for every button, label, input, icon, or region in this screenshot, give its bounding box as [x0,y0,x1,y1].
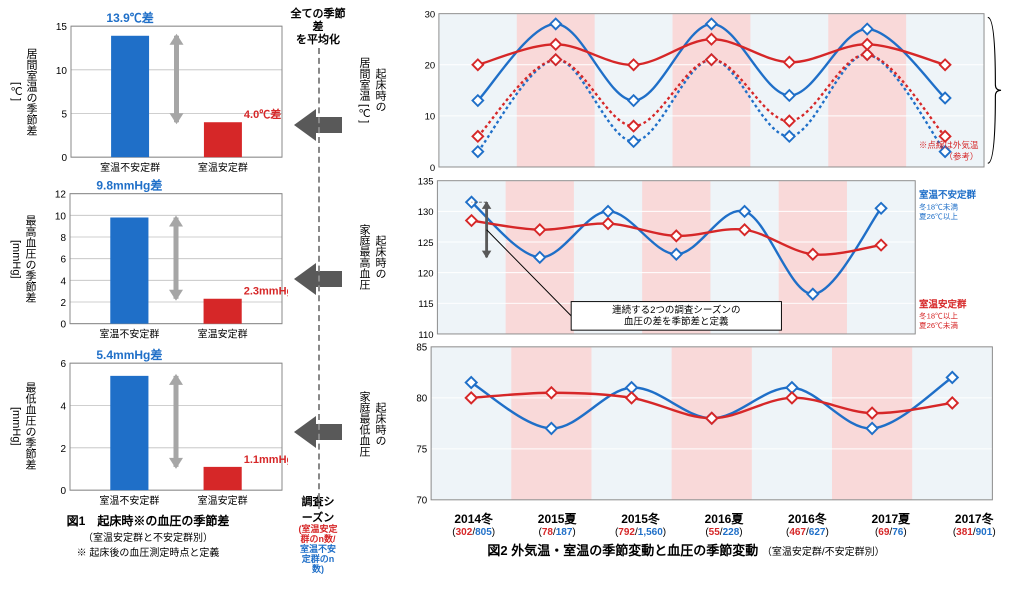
line3-svg: 70 75 80 85 [388,341,1016,506]
x-axis-cell: 2017冬(381/901) [933,510,1016,538]
svg-text:2: 2 [60,443,66,454]
lc1-yl-b: 居間室温 [℃] [358,57,370,123]
svg-text:70: 70 [416,496,427,506]
svg-text:室温安定群: 室温安定群 [198,328,248,341]
x-axis-cell: 2016夏(55/228) [682,510,765,538]
svg-text:血圧の差を季節差と定義: 血圧の差を季節差と定義 [624,315,729,327]
bar-chart-1: 居間室温の季節差[℃] 0 5 10 15 13.9℃差 4.0℃差室温不安定群 室温安定群 [8,8,288,175]
svg-text:13.9℃差: 13.9℃差 [106,10,153,25]
dashed-divider [318,48,320,509]
bar2-ylabel-b: [mmHg] [10,240,22,279]
svg-text:2: 2 [60,298,66,309]
bar1-ylabel-a: 居間室温の季節差 [25,48,37,136]
x-axis-cell: 2016冬(467/627) [766,510,849,538]
bar3-ylabel-b: [mmHg] [10,407,22,446]
svg-text:室温不安定群: 室温不安定群 [100,161,160,174]
bar3-svg: 0 2 4 6 5.4mmHg差 1.1mmHg差室温不安定群 室温安定群 [40,343,288,510]
svg-text:室温不安定群: 室温不安定群 [99,328,159,341]
fig1-caption: 図1 起床時※の血圧の季節差 （室温安定群と不安定群別） ※ 起床後の血圧測定時… [8,512,288,559]
mid-column: 全ての季節差 を平均化 調査シーズン (室温安定群のn数/室温不安定群のn数) [288,8,348,559]
svg-text:6: 6 [60,255,66,266]
svg-text:30: 30 [425,9,436,20]
bar-chart-2: 最高血圧の季節差[mmHg] 0 2 4 6 8 10 12 9.8mmHg差 2.3mmHg差… [8,175,288,342]
svg-text:80: 80 [416,394,427,405]
avg-label: 全ての季節差 を平均化 [288,8,348,48]
survey-sub-a: (室温安定群のn数/ [299,524,338,544]
fig2-caption-sub: （室温安定群/不安定群別） [762,547,885,558]
fig1-caption-text: 図1 起床時※の血圧の季節差 [67,514,230,528]
bar2-ylabel-a: 最高血圧の季節差 [24,215,36,303]
lc2-yl-a: 起床時の [374,235,386,279]
svg-text:120: 120 [418,268,434,279]
bar1-ylabel-b: [℃] [10,82,22,101]
svg-text:0: 0 [60,486,66,497]
svg-text:6: 6 [60,359,66,370]
svg-text:冬18℃以上: 冬18℃以上 [919,310,958,320]
svg-text:9.8mmHg差: 9.8mmHg差 [96,178,162,193]
left-column: 居間室温の季節差[℃] 05101513.9℃差4.0℃差室温不安定群室温安定群… [8,8,288,559]
line-chart-1: 起床時の居間室温 [℃] 0 10 20 30 ※点線は外気温（参考） [356,8,1016,173]
svg-text:0: 0 [60,320,66,331]
svg-text:（参考）: （参考） [944,151,978,161]
x-axis-cell: 2015冬(792/1,560) [599,510,682,538]
x-axis-cell: 2014冬(302/805) [432,510,515,538]
svg-text:1.1mmHg差: 1.1mmHg差 [244,452,288,466]
svg-text:室温不安定群: 室温不安定群 [919,189,977,201]
bar-chart-3: 最低血圧の季節差[mmHg] 0 2 4 6 5.4mmHg差 1.1mmHg差室温不安定… [8,343,288,510]
bar2-svg: 0 2 4 6 8 10 12 9.8mmHg差 2.3mmHg差室温不安定群 室温安定群 [40,175,288,342]
svg-text:5.4mmHg差: 5.4mmHg差 [96,347,162,362]
avg-label-a: 全ての季節差 [291,8,346,33]
svg-text:室温安定群: 室温安定群 [198,494,248,507]
svg-text:130: 130 [418,207,434,218]
line1-svg: 0 10 20 30 ※点線は外気温（参考） [388,8,1016,173]
svg-text:10: 10 [55,212,67,223]
fig1-caption-sub2: ※ 起床後の血圧測定時点と定義 [77,548,220,559]
svg-text:室温不安定群: 室温不安定群 [99,494,159,507]
svg-text:125: 125 [418,237,434,248]
svg-text:20: 20 [425,61,436,72]
svg-text:10: 10 [425,112,436,123]
svg-text:12: 12 [55,190,67,201]
bar1-svg: 0 5 10 15 13.9℃差 4.0℃差室温不安定群 室温安定群 [41,8,288,175]
fig2-caption: 図2 外気温・室温の季節変動と血圧の季節変動 （室温安定群/不安定群別） [356,540,1016,559]
svg-text:135: 135 [418,176,434,187]
svg-text:連続する2つの調査シーズンの: 連続する2つの調査シーズンの [612,304,740,316]
x-axis-row: 2014冬(302/805)2015夏(78/187)2015冬(792/1,5… [356,510,1016,538]
line-chart-2: 起床時の家庭最高血圧 110 115 120 125 130 135 室温不安定群冬18℃未… [356,175,1016,340]
x-axis-cell: 2015夏(78/187) [515,510,598,538]
svg-text:8: 8 [60,233,66,244]
svg-text:※点線は外気温: ※点線は外気温 [919,140,979,150]
fig1-caption-sub1: （室温安定群と不安定群別） [83,533,213,544]
svg-text:110: 110 [418,329,433,339]
svg-text:室温安定群: 室温安定群 [919,298,967,310]
svg-text:室温安定群: 室温安定群 [198,161,248,174]
svg-text:夏26℃未満: 夏26℃未満 [919,320,958,330]
lc2-yl-b: 家庭最高血圧 [358,224,370,290]
svg-text:85: 85 [416,343,427,354]
survey-sub-b: 室温不安定群のn数) [300,544,336,574]
svg-text:115: 115 [418,299,433,310]
svg-text:4: 4 [60,401,66,412]
lc1-yl-a: 起床時の [374,68,386,112]
svg-text:15: 15 [56,22,68,33]
svg-text:2.3mmHg差: 2.3mmHg差 [244,284,288,298]
x-axis-cell: 2017夏(69/76) [849,510,932,538]
svg-text:75: 75 [416,445,427,456]
svg-text:0: 0 [61,153,67,164]
line2-svg: 110 115 120 125 130 135 室温不安定群冬18℃未満夏26℃以上室温安定… [388,175,1016,340]
right-column: 起床時の居間室温 [℃] 0102030※点線は外気温（参考） 起床時の家庭最高… [348,8,1016,559]
svg-text:4: 4 [60,277,66,288]
lc3-yl-a: 起床時の [374,402,386,446]
svg-text:5: 5 [61,109,67,120]
line-chart-3: 起床時の家庭最低血圧 70 75 80 85 [356,341,1016,506]
bar3-ylabel-a: 最低血圧の季節差 [24,382,36,470]
svg-text:夏26℃以上: 夏26℃以上 [919,211,958,220]
lc3-yl-b: 家庭最低血圧 [358,391,370,457]
svg-text:4.0℃差: 4.0℃差 [244,107,281,121]
svg-text:0: 0 [430,163,435,173]
svg-text:冬18℃未満: 冬18℃未満 [919,201,958,211]
fig2-caption-text: 図2 外気温・室温の季節変動と血圧の季節変動 [487,543,758,558]
svg-text:10: 10 [56,66,68,77]
avg-label-b: を平均化 [296,34,340,46]
